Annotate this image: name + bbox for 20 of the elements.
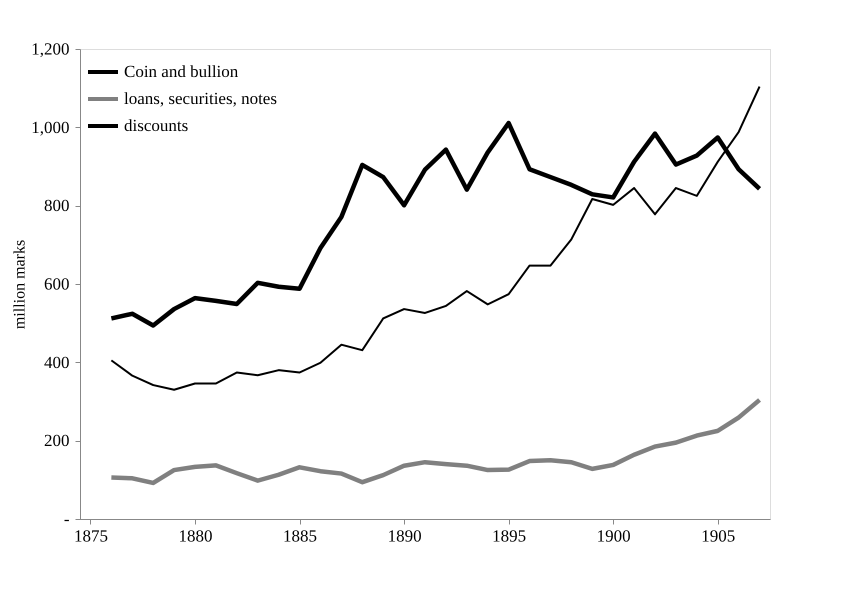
line-series: [109, 398, 762, 486]
x-tick-label: 1880: [178, 526, 212, 546]
legend-label: Coin and bullion: [124, 62, 239, 81]
line-series: [110, 86, 761, 391]
x-tick-label: 1905: [701, 526, 736, 546]
y-tick-label: 1,000: [31, 118, 70, 137]
x-tick-label: 1875: [74, 526, 108, 546]
y-tick-label: 1,200: [31, 40, 70, 58]
x-tick-label: 1890: [388, 526, 422, 546]
y-tick-label: 200: [44, 431, 70, 450]
y-tick-label: -: [64, 510, 70, 528]
x-tick-label: 1895: [492, 526, 526, 546]
y-tick-label: 600: [44, 274, 70, 294]
x-tick-label: 1900: [596, 526, 631, 546]
y-tick-label: 800: [44, 196, 70, 216]
x-tick-label: 1885: [283, 526, 318, 546]
legend-label: loans, securities, notes: [124, 89, 277, 108]
y-axis-title: million marks: [11, 240, 28, 330]
legend-label: discounts: [124, 116, 188, 135]
y-tick-label: 400: [44, 352, 70, 372]
